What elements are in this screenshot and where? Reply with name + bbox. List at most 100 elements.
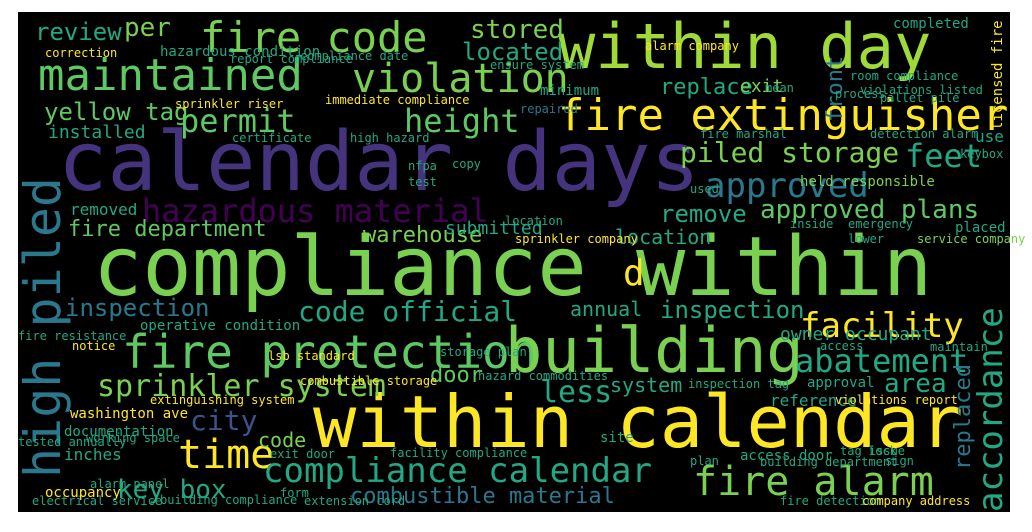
word: front (823, 56, 848, 122)
word: violations report (835, 393, 958, 407)
word: inches (64, 445, 122, 464)
word: violations listed (860, 83, 983, 97)
word: yellow tag (44, 98, 189, 126)
word: hazardous material (142, 192, 489, 230)
word: fire resistance (18, 329, 126, 343)
word: documentation (64, 424, 174, 440)
word: city (190, 404, 257, 437)
word: fire alarm (693, 459, 934, 505)
word: lsb standard (268, 349, 355, 363)
word: piled storage (680, 136, 899, 169)
word: building compliance (160, 493, 297, 507)
word: time (178, 432, 274, 478)
word: warehouse (363, 223, 482, 248)
word: building (505, 314, 804, 387)
word: located (462, 38, 563, 66)
word: within day (558, 10, 931, 83)
word: company address (862, 494, 970, 508)
word: system (610, 373, 682, 397)
word: height (404, 102, 520, 140)
word: replace (660, 75, 753, 100)
word: keybox (960, 147, 1003, 161)
word: held responsible (800, 174, 935, 190)
word: nfpa (408, 159, 437, 173)
word: fire marshal (700, 127, 787, 141)
word: report compliance (230, 52, 353, 66)
word: licensed fire (990, 20, 1006, 130)
word: pallet pile (880, 91, 959, 105)
word: inspection (65, 294, 210, 322)
word: washington ave (70, 406, 188, 422)
word: site (600, 430, 634, 446)
word: service company (917, 232, 1025, 246)
word: submitted (445, 218, 543, 239)
word: notice (72, 339, 115, 353)
word: d (623, 253, 645, 294)
word: extension cord (304, 494, 405, 508)
word: accordance (971, 307, 1011, 512)
word: stored (470, 15, 564, 45)
word: process (835, 87, 886, 101)
word: building department (760, 455, 897, 469)
word: operative condition (140, 318, 300, 334)
word: access door (740, 448, 833, 464)
word: sprinkler system (97, 369, 386, 404)
word: lock (868, 444, 898, 458)
word: high hazard (350, 131, 429, 145)
word: violation (352, 56, 569, 102)
word: exit (740, 76, 783, 97)
word: reference (770, 391, 857, 410)
word: calendar days (58, 115, 700, 210)
word: review (35, 18, 122, 46)
word: area (884, 369, 947, 399)
word: correction (45, 46, 117, 60)
word: fire protection (122, 325, 537, 379)
word: hazard commodities (478, 369, 608, 383)
word: used (690, 182, 719, 196)
word: code (258, 428, 306, 452)
word: hazardous condition (160, 44, 320, 60)
word: location (505, 214, 563, 228)
word: inspection (660, 296, 805, 324)
word: fire code (200, 13, 428, 62)
word: facility (800, 306, 964, 346)
word: plan (690, 454, 719, 468)
word: lower (848, 232, 884, 246)
word: feet (905, 137, 982, 175)
word: placed (955, 220, 1006, 236)
word: sign (885, 454, 914, 468)
word: inspection tag (688, 377, 789, 391)
background (18, 12, 1010, 512)
word: approved (705, 166, 869, 206)
word: extinguishing system (150, 393, 295, 407)
word: inside (790, 217, 833, 231)
word: maintain (930, 340, 988, 354)
word: fire extinguisher (558, 90, 1008, 141)
word: installed (48, 122, 146, 143)
word: use (975, 127, 1004, 146)
word: key box (117, 475, 227, 505)
word: replaced (951, 364, 976, 470)
word: compliance date (300, 49, 408, 63)
word: test (408, 175, 437, 189)
word: ensure system (490, 58, 584, 72)
word: compliance calendar (263, 451, 652, 491)
word: approved plans (760, 195, 979, 225)
word: fire department (68, 217, 267, 242)
word: detection alarm (870, 127, 978, 141)
word: repaired (520, 102, 578, 116)
word: exit door (270, 447, 335, 461)
word: maintained (38, 50, 303, 101)
word: completed (893, 16, 969, 32)
word: remove (660, 200, 747, 228)
word: combustible storage (300, 374, 437, 388)
word: approval (807, 375, 874, 391)
word: tag issue (840, 444, 905, 458)
word: code official (298, 295, 517, 328)
word: sprinkler riser (175, 97, 283, 111)
word: fire detection (780, 494, 881, 508)
word: door (430, 363, 483, 388)
word: certificate (232, 131, 311, 145)
word: compliance within (93, 220, 932, 315)
